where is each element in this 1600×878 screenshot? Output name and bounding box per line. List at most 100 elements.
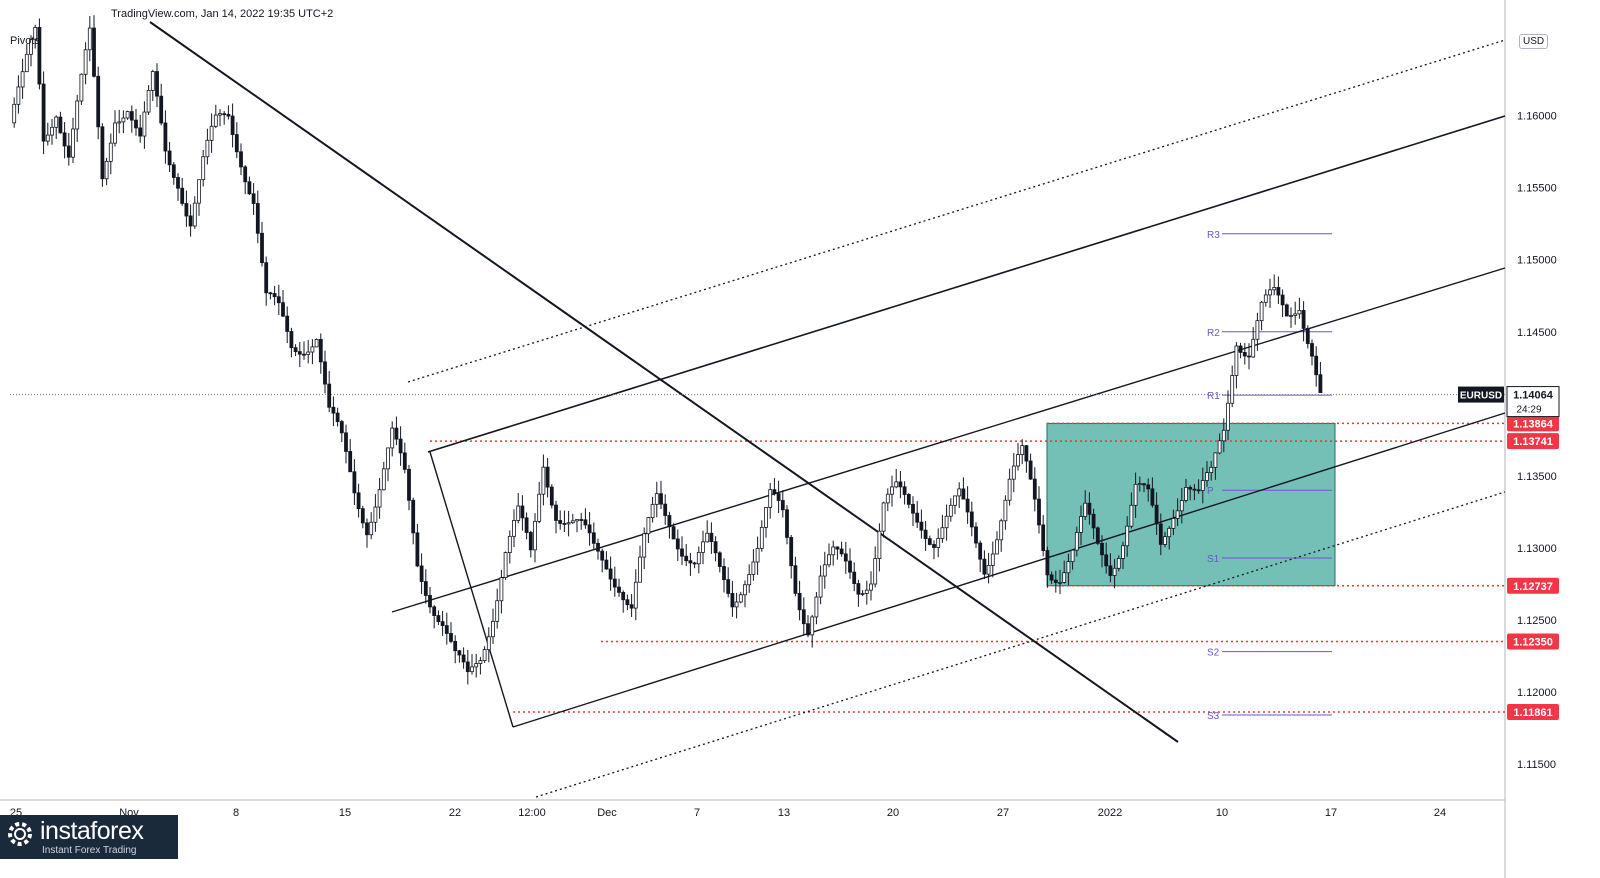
candle-body [667, 515, 672, 528]
candle-body [117, 121, 122, 124]
candle-body [911, 503, 915, 514]
x-tick-label: 17 [1325, 807, 1337, 819]
candle-body [423, 581, 428, 596]
x-tick-label: 12:00 [518, 807, 546, 819]
candle-body [176, 177, 180, 189]
candle-body [747, 574, 752, 586]
candle-body [306, 351, 311, 355]
candle-body [461, 654, 466, 663]
candle-body [255, 203, 260, 234]
candle-body [936, 538, 941, 548]
y-tick-label: 1.12500 [1517, 615, 1557, 627]
candle-body [104, 160, 109, 180]
candle-body [990, 553, 995, 566]
y-tick-label: 1.14500 [1517, 327, 1557, 339]
candle-body [570, 520, 575, 524]
y-tick-label: 1.13000 [1517, 543, 1557, 555]
candle-body [213, 114, 218, 127]
candle-body [1226, 402, 1230, 431]
candle-body [1125, 525, 1130, 547]
candle-body [1163, 536, 1167, 545]
countdown-label: 24:29 [1516, 405, 1541, 416]
swing-line [429, 451, 514, 728]
candle-body [629, 604, 634, 609]
candle-body [352, 471, 357, 494]
candle-body [575, 519, 579, 522]
pivot-label: R3 [1207, 230, 1220, 241]
candle-body [680, 548, 684, 557]
symbol-tag-box [1458, 386, 1504, 403]
candle-body [768, 489, 773, 508]
candle-body [1087, 502, 1092, 515]
candle-body [482, 649, 487, 662]
candle-body [310, 346, 315, 353]
candle-body [486, 636, 491, 651]
x-tick-label: 8 [233, 807, 239, 819]
candle-body [755, 547, 760, 563]
price-label: 1.12350 [1513, 637, 1553, 649]
candle-body [692, 562, 697, 565]
candle-body [579, 519, 584, 521]
candle-body [335, 412, 340, 422]
candle-body [650, 503, 655, 519]
candle-body [1318, 374, 1323, 393]
candle-body [1171, 518, 1176, 529]
candle-body [722, 566, 726, 581]
candle-body [751, 561, 756, 575]
candle-body [818, 575, 823, 598]
candle-body [1217, 440, 1222, 454]
candle-body [155, 71, 159, 97]
candle-body [554, 504, 558, 521]
candle-body [24, 53, 29, 73]
candle-body [146, 90, 151, 113]
x-tick-label: 15 [339, 807, 351, 819]
candle-body [394, 427, 399, 440]
candle-body [566, 522, 571, 525]
candle-body [1129, 504, 1134, 527]
candle-body [1045, 550, 1050, 576]
x-tick-label: 22 [449, 807, 461, 819]
candle-body [1184, 487, 1188, 501]
candle-body [856, 583, 861, 595]
candle-body [1112, 567, 1117, 576]
candle-body [831, 546, 836, 556]
dotted-upper-line [407, 39, 1506, 383]
candle-body [230, 115, 235, 135]
candle-body [432, 606, 437, 616]
candle-body [314, 339, 319, 348]
candle-body [348, 451, 353, 473]
pivot-label: S3 [1207, 711, 1220, 722]
candle-body [608, 568, 613, 580]
candle-body [1020, 445, 1025, 455]
candle-body [1213, 452, 1218, 468]
candle-body [793, 565, 798, 594]
candle-body [12, 103, 17, 124]
candle-body [163, 122, 168, 152]
candle-body [138, 127, 143, 137]
last-price-box [1506, 386, 1560, 418]
candle-body [226, 113, 231, 117]
candle-body [457, 650, 462, 656]
candle-body [974, 526, 978, 544]
candle-body [638, 556, 642, 583]
candle-body [780, 500, 785, 511]
candle-body [1200, 480, 1205, 491]
candle-body [465, 661, 470, 673]
y-tick-label: 1.16000 [1517, 111, 1557, 123]
x-tick-label: 27 [997, 807, 1009, 819]
candle-body [142, 111, 147, 137]
candle-body [827, 554, 831, 566]
candle-body [402, 452, 407, 470]
candle-body [801, 609, 806, 625]
candle-body [646, 517, 651, 535]
currency-button[interactable]: USD [1519, 34, 1549, 49]
candle-body [915, 512, 920, 523]
candle-body [558, 520, 563, 524]
candle-body [520, 505, 525, 519]
candle-body [688, 560, 693, 564]
candle-body [171, 164, 176, 178]
price-label-box [1507, 415, 1559, 432]
candle-body [843, 553, 848, 562]
candle-body [1272, 287, 1277, 291]
